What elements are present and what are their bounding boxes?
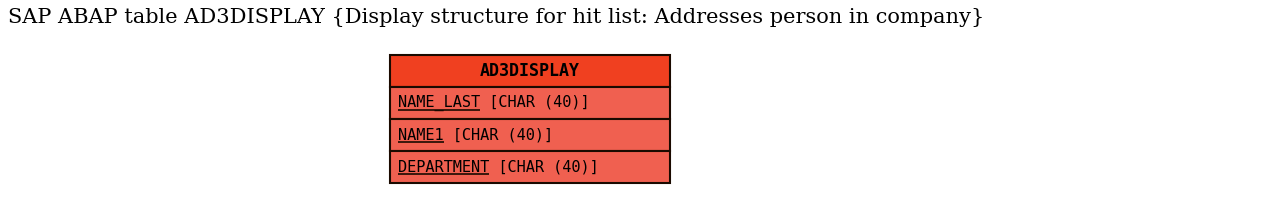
Bar [389, 119, 670, 151]
Text: DEPARTMENT [CHAR (40)]: DEPARTMENT [CHAR (40)] [398, 160, 599, 175]
Text: SAP ABAP table AD3DISPLAY {Display structure for hit list: Addresses person in c: SAP ABAP table AD3DISPLAY {Display struc… [8, 8, 985, 27]
Text: AD3DISPLAY: AD3DISPLAY [480, 62, 580, 80]
Text: NAME_LAST [CHAR (40)]: NAME_LAST [CHAR (40)] [398, 95, 590, 111]
Text: [CHAR (40)]: [CHAR (40)] [398, 96, 507, 110]
Bar [389, 55, 670, 87]
Bar [389, 87, 670, 119]
Text: NAME1 [CHAR (40)]: NAME1 [CHAR (40)] [398, 128, 553, 142]
Bar [389, 151, 670, 183]
Text: NAME1 [CHAR (40)]: NAME1 [CHAR (40)] [398, 128, 553, 142]
Text: [CHAR (40)]: [CHAR (40)] [398, 128, 507, 142]
Text: NAME_LAST [CHAR (40)]: NAME_LAST [CHAR (40)] [398, 95, 590, 111]
Text: DEPARTMENT [CHAR (40)]: DEPARTMENT [CHAR (40)] [398, 160, 599, 175]
Text: [CHAR (40)]: [CHAR (40)] [398, 160, 507, 175]
